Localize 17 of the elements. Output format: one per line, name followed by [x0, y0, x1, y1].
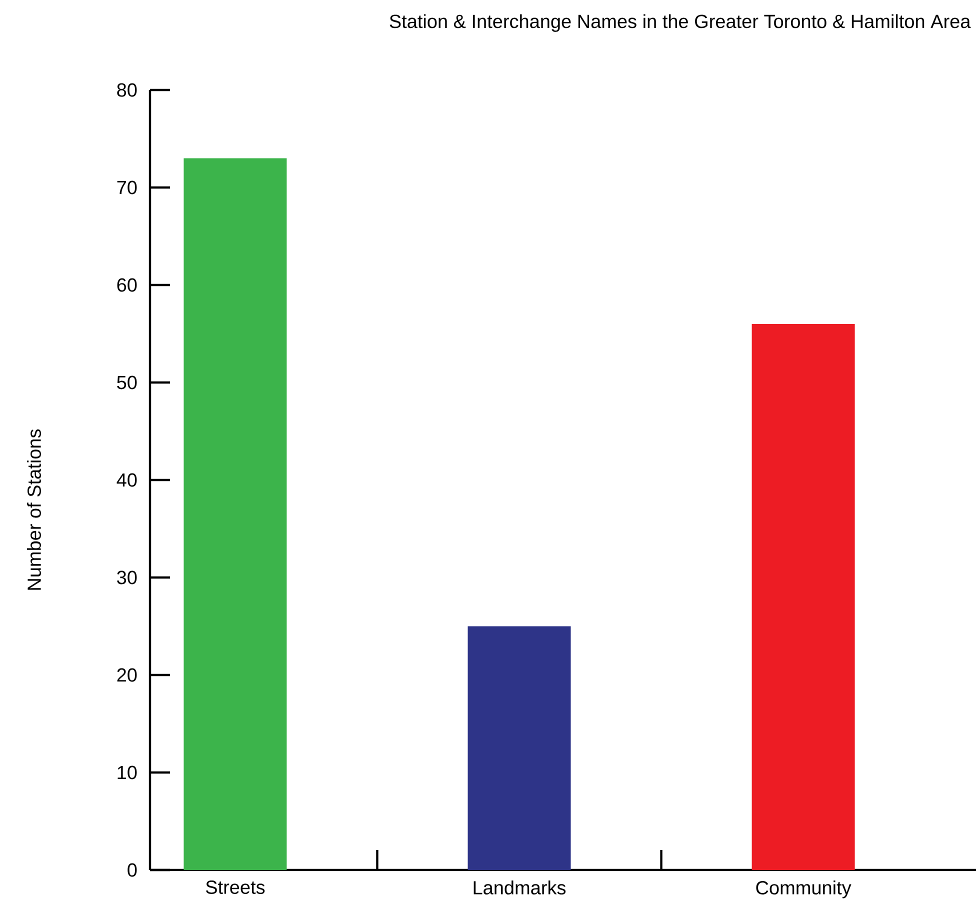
y-tick-label: 70 — [117, 180, 137, 194]
y-tick-label: 40 — [116, 473, 137, 487]
y-tick-label: 80 — [117, 83, 137, 97]
bar — [752, 324, 855, 870]
y-tick-label: 30 — [117, 570, 137, 584]
x-tick-label: Community — [756, 880, 852, 898]
chart-title: Station & Interchange Names in the Greater Toronto & Hamilton Area — [390, 14, 971, 32]
x-tick-label: Landmarks — [474, 880, 566, 894]
bar — [468, 626, 571, 870]
y-tick-label: 20 — [117, 668, 137, 682]
y-tick-label: 10 — [118, 766, 137, 780]
y-tick-label: 0 — [128, 863, 137, 877]
y-tick-label: 60 — [117, 278, 137, 292]
x-tick-label: Streets — [206, 880, 265, 894]
y-axis-title: Number of Stations — [27, 429, 41, 590]
y-tick-label: 50 — [117, 376, 137, 390]
bar — [184, 158, 287, 870]
